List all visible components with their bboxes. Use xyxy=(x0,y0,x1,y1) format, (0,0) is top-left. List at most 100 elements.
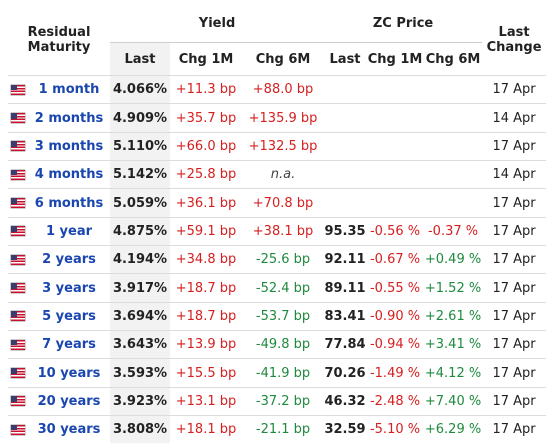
zc-chg1m xyxy=(366,103,425,133)
yield-chg6m: +38.1 bp xyxy=(242,216,325,246)
yield-last: 3.643% xyxy=(110,330,171,359)
table-row: 3 years 3.917% +18.7 bp -52.4 bp 89.11 -… xyxy=(8,273,547,303)
maturity-link[interactable]: 1 month xyxy=(28,74,111,104)
us-flag-icon xyxy=(11,368,25,379)
last-change-date: 17 Apr xyxy=(482,301,547,331)
last-change-date: 17 Apr xyxy=(482,216,547,246)
zc-chg6m: +6.29 % xyxy=(424,415,483,443)
yield-chg1m: +59.1 bp xyxy=(170,216,243,246)
us-flag-icon xyxy=(11,198,25,209)
us-flag-icon xyxy=(11,311,25,322)
zc-last: 83.41 xyxy=(324,301,367,331)
zc-chg1m xyxy=(366,160,425,189)
maturity-link[interactable]: 1 year xyxy=(28,216,111,246)
table-row: 2 years 4.194% +34.8 bp -25.6 bp 92.11 -… xyxy=(8,245,547,274)
table-row: 2 months 4.909% +35.7 bp +135.9 bp 14 Ap… xyxy=(8,103,547,133)
maturity-link[interactable]: 7 years xyxy=(28,330,111,359)
maturity-link[interactable]: 2 years xyxy=(28,245,111,274)
zc-chg1m: -0.90 % xyxy=(366,301,425,331)
zc-chg6m: +7.40 % xyxy=(424,386,483,416)
yield-chg6m: -25.6 bp xyxy=(242,245,325,274)
yield-chg6m: n.a. xyxy=(242,160,325,189)
yield-last: 4.066% xyxy=(110,74,171,104)
yield-last: 3.923% xyxy=(110,386,171,416)
table-row: 20 years 3.923% +13.1 bp -37.2 bp 46.32 … xyxy=(8,386,547,416)
zc-chg6m: +1.52 % xyxy=(424,273,483,303)
table-row: 30 years 3.808% +18.1 bp -21.1 bp 32.59 … xyxy=(8,415,547,443)
us-flag-icon xyxy=(11,339,25,350)
zc-last xyxy=(324,103,367,133)
us-flag-icon xyxy=(11,396,25,407)
us-flag-icon xyxy=(11,424,25,435)
yield-chg6m: -21.1 bp xyxy=(242,415,325,443)
table-row: 7 years 3.643% +13.9 bp -49.8 bp 77.84 -… xyxy=(8,330,547,359)
zc-chg6m xyxy=(424,188,483,218)
last-change-date: 17 Apr xyxy=(482,330,547,359)
yield-last-header: Last xyxy=(110,42,171,76)
yield-chg1m: +34.8 bp xyxy=(170,245,243,274)
yield-group-header: Yield xyxy=(110,5,325,43)
last-change-date: 17 Apr xyxy=(482,74,547,104)
maturity-link[interactable]: 5 years xyxy=(28,301,111,331)
zc-last: 92.11 xyxy=(324,245,367,274)
zc-last: 89.11 xyxy=(324,273,367,303)
us-flag-icon xyxy=(11,141,25,152)
maturity-link[interactable]: 20 years xyxy=(28,386,111,416)
zc-chg1m: -0.56 % xyxy=(366,216,425,246)
last-change-date: 17 Apr xyxy=(482,273,547,303)
yield-chg1m: +13.9 bp xyxy=(170,330,243,359)
zc-last xyxy=(324,74,367,104)
zc-chg6m: -0.37 % xyxy=(424,216,483,246)
zc-chg6m xyxy=(424,103,483,133)
table-row: 3 months 5.110% +66.0 bp +132.5 bp 17 Ap… xyxy=(8,131,547,161)
zc-last-header: Last xyxy=(329,51,361,67)
yield-last: 4.194% xyxy=(110,245,171,274)
table-row: 1 year 4.875% +59.1 bp +38.1 bp 95.35 -0… xyxy=(8,216,547,246)
us-flag-icon xyxy=(11,254,25,265)
maturity-link[interactable]: 10 years xyxy=(28,358,111,388)
maturity-link[interactable]: 6 months xyxy=(28,188,111,218)
yield-chg6m: -37.2 bp xyxy=(242,386,325,416)
yield-last: 5.110% xyxy=(110,131,171,161)
last-change-date: 14 Apr xyxy=(482,103,547,133)
zc-chg1m xyxy=(366,131,425,161)
yield-last: 4.875% xyxy=(110,216,171,246)
zc-chg1m: -2.48 % xyxy=(366,386,425,416)
yield-chg6m: +135.9 bp xyxy=(242,103,325,133)
yield-chg6m: -49.8 bp xyxy=(242,330,325,359)
yield-chg6m: -53.7 bp xyxy=(242,301,325,331)
zc-last xyxy=(324,160,367,189)
zc-chg6m: +4.12 % xyxy=(424,358,483,388)
zc-chg6m: +2.61 % xyxy=(424,301,483,331)
zc-chg1m: -5.10 % xyxy=(366,415,425,443)
yield-chg1m: +18.1 bp xyxy=(170,415,243,443)
zc-chg1m: -0.55 % xyxy=(366,273,425,303)
maturity-link[interactable]: 4 months xyxy=(28,160,111,189)
zc-last: 70.26 xyxy=(324,358,367,388)
maturity-link[interactable]: 3 years xyxy=(28,273,111,303)
zc-chg1m: -1.49 % xyxy=(366,358,425,388)
yield-chg1m: +13.1 bp xyxy=(170,386,243,416)
table-row: 4 months 5.142% +25.8 bp n.a. 14 Apr xyxy=(8,160,547,189)
last-change-date: 17 Apr xyxy=(482,386,547,416)
last-change-date: 17 Apr xyxy=(482,188,547,218)
yield-chg1m: +66.0 bp xyxy=(170,131,243,161)
zc-chg6m: +3.41 % xyxy=(424,330,483,359)
last-change-date: 17 Apr xyxy=(482,358,547,388)
yield-last: 3.593% xyxy=(110,358,171,388)
zc-last: 32.59 xyxy=(324,415,367,443)
maturity-link[interactable]: 2 months xyxy=(28,103,111,133)
yield-last: 5.142% xyxy=(110,160,171,189)
yield-chg6m-header: Chg 6M xyxy=(255,51,311,67)
last-change-date: 17 Apr xyxy=(482,245,547,274)
maturity-link[interactable]: 30 years xyxy=(28,415,111,443)
yield-chg1m: +18.7 bp xyxy=(170,273,243,303)
us-flag-icon xyxy=(11,283,25,294)
zc-last xyxy=(324,131,367,161)
residual-maturity-header: Residual Maturity xyxy=(27,25,91,55)
last-change-date: 14 Apr xyxy=(482,160,547,189)
maturity-link[interactable]: 3 months xyxy=(28,131,111,161)
zc-chg1m: -0.94 % xyxy=(366,330,425,359)
last-change-header: Last Change xyxy=(486,25,542,55)
last-change-date: 17 Apr xyxy=(482,415,547,443)
